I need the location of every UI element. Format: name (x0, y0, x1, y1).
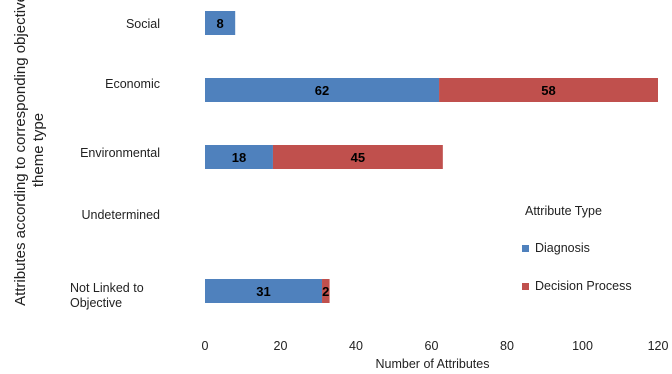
x-tick-label-0: 0 (202, 339, 209, 353)
x-axis-title: Number of Attributes (375, 357, 490, 371)
x-tick-label-2: 40 (349, 339, 363, 353)
x-tick-label-5: 100 (572, 339, 593, 353)
data-label-0-1: 62 (315, 83, 329, 98)
legend-label-diagnosis: Diagnosis (535, 241, 590, 255)
legend-title: Attribute Type (525, 204, 602, 218)
x-tick-label-3: 60 (425, 339, 439, 353)
bar-0-0 (205, 11, 236, 35)
x-tick-label-1: 20 (274, 339, 288, 353)
legend-item-diagnosis: Diagnosis (522, 241, 590, 255)
legend-swatch-diagnosis (522, 244, 529, 252)
bar-0-4 (205, 279, 323, 303)
bar-0-1 (205, 78, 440, 102)
legend-swatch-decision-process (522, 282, 529, 290)
category-label-economic: Economic (105, 77, 160, 91)
category-label-social: Social (125, 17, 160, 31)
bar-1-2 (272, 145, 443, 169)
bar-0-2 (205, 145, 273, 169)
category-label-not-linked: Not Linked to Objective (70, 281, 144, 310)
x-tick-label-4: 80 (500, 339, 514, 353)
data-label-0-0: 8 (216, 16, 223, 31)
bar-1-1 (439, 78, 658, 102)
bar-1-4 (322, 279, 330, 303)
data-label-1-4: 2 (322, 284, 329, 299)
legend-label-decision-process: Decision Process (535, 279, 632, 293)
x-tick-label-6: 120 (648, 339, 669, 353)
data-label-0-4: 31 (256, 284, 270, 299)
data-label-1-2: 45 (351, 150, 365, 165)
legend-item-decision-process: Decision Process (522, 279, 632, 293)
data-label-1-1: 58 (541, 83, 555, 98)
category-label-undetermined: Undetermined (81, 208, 160, 222)
category-label-environmental: Environmental (80, 146, 160, 160)
data-label-0-2: 18 (232, 150, 246, 165)
